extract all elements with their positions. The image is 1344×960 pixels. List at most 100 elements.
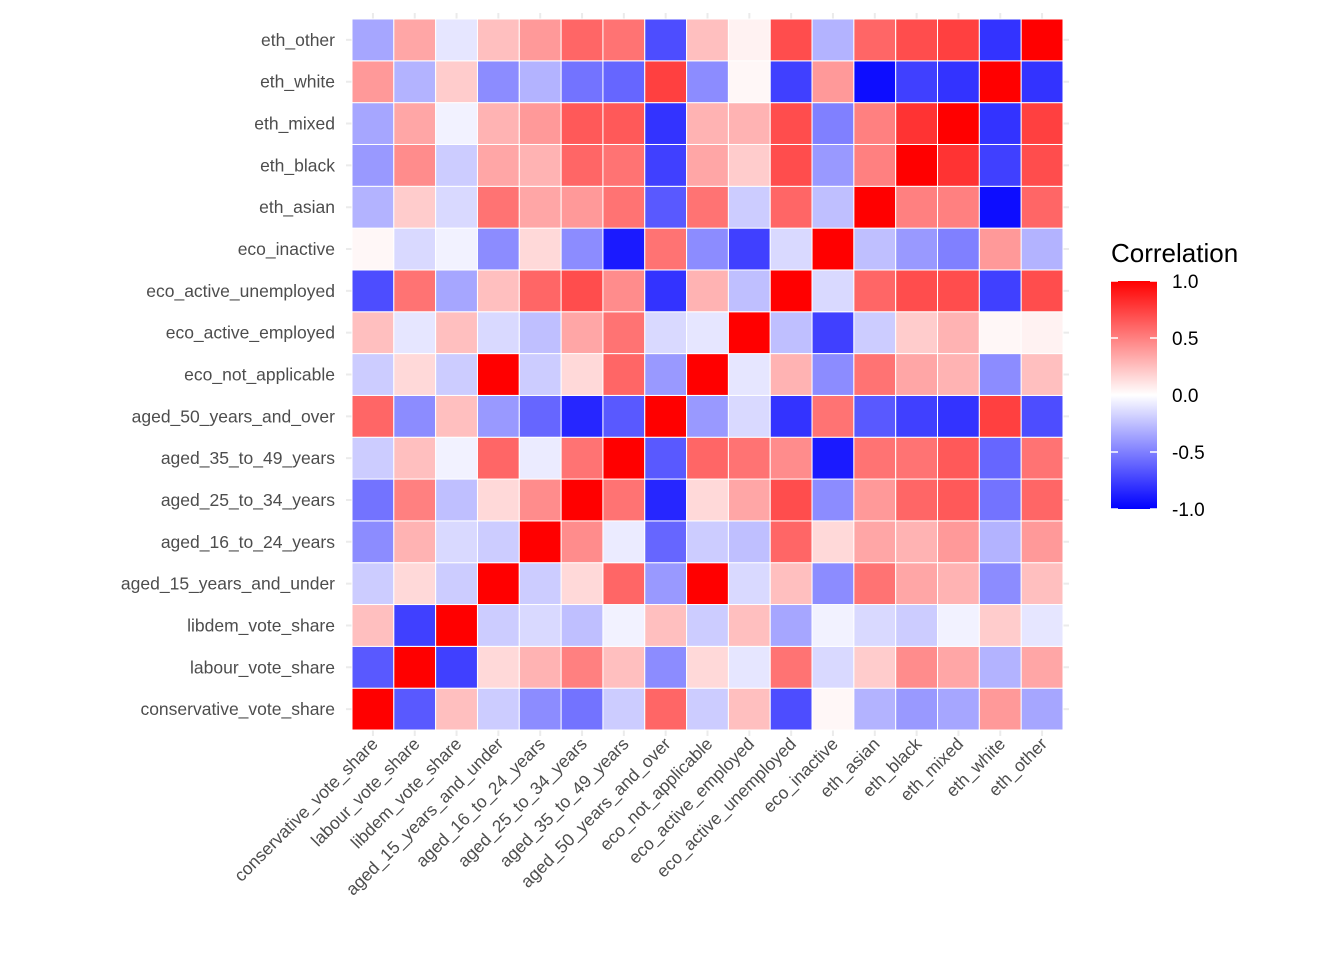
heatmap-cell-eco_active_employed-aged_25_to_34_years bbox=[560, 311, 604, 355]
heatmap-cell-aged_50_years_and_over-eco_not_applicable bbox=[686, 394, 729, 438]
legend-ticks: 1.0 0.5 0.0 -0.5 -1.0 bbox=[1111, 272, 1205, 521]
y-tick-label: labour_vote_share bbox=[190, 657, 335, 678]
legend-title: Correlation bbox=[1111, 238, 1238, 268]
heatmap-cell-eth_mixed-conservative_vote_share bbox=[351, 102, 395, 145]
heatmap-cell-eth_black-aged_15_years_and_under bbox=[476, 143, 520, 187]
heatmap-cell-eth_white-aged_50_years_and_over bbox=[644, 60, 688, 104]
y-tick-label: aged_15_years_and_under bbox=[121, 574, 335, 595]
heatmap-cell-conservative_vote_share-eco_active_employed bbox=[727, 687, 771, 731]
heatmap-cell-eth_white-eth_other bbox=[1020, 60, 1064, 104]
heatmap-cell-eth_black-eco_active_employed bbox=[727, 143, 771, 187]
heatmap-cell-labour_vote_share-labour_vote_share bbox=[393, 645, 437, 689]
heatmap-cell-eco_inactive-eth_other bbox=[1020, 227, 1064, 271]
heatmap-cell-aged_50_years_and_over-eth_white bbox=[978, 394, 1022, 438]
heatmap-cell-aged_16_to_24_years-conservative_vote_share bbox=[351, 520, 395, 564]
heatmap-cell-libdem_vote_share-aged_16_to_24_years bbox=[518, 604, 562, 647]
heatmap-cell-labour_vote_share-eco_active_unemployed bbox=[769, 645, 813, 689]
heatmap-cell-eco_inactive-libdem_vote_share bbox=[435, 227, 478, 271]
heatmap-cell-aged_25_to_34_years-eth_mixed bbox=[937, 478, 980, 522]
legend-tick-label: 1.0 bbox=[1172, 272, 1198, 293]
heatmap-cell-labour_vote_share-aged_35_to_49_years bbox=[602, 645, 646, 689]
heatmap-cell-eco_not_applicable-eco_active_employed bbox=[727, 353, 771, 396]
heatmap-cell-conservative_vote_share-eco_inactive bbox=[811, 687, 855, 731]
heatmap-cell-aged_25_to_34_years-aged_35_to_49_years bbox=[602, 478, 646, 522]
heatmap-cell-aged_50_years_and_over-libdem_vote_share bbox=[435, 394, 478, 438]
heatmap-cell-eco_active_unemployed-eco_inactive bbox=[811, 269, 855, 313]
heatmap-cell-eth_black-conservative_vote_share bbox=[351, 143, 395, 187]
heatmap-cell-eco_active_unemployed-eth_black bbox=[895, 269, 939, 313]
heatmap-cell-conservative_vote_share-eco_active_unemployed bbox=[769, 687, 813, 731]
heatmap-cell-libdem_vote_share-eco_active_unemployed bbox=[769, 604, 813, 647]
heatmap-cell-aged_16_to_24_years-eco_inactive bbox=[811, 520, 855, 564]
legend-tick-label: 0.5 bbox=[1172, 329, 1198, 350]
heatmap-cell-eth_black-aged_35_to_49_years bbox=[602, 143, 646, 187]
heatmap-cell-aged_16_to_24_years-eth_white bbox=[978, 520, 1022, 564]
heatmap-cell-conservative_vote_share-aged_25_to_34_years bbox=[560, 687, 604, 731]
heatmap-cell-conservative_vote_share-eth_white bbox=[978, 687, 1022, 731]
x-axis-labels: conservative_vote_sharelabour_vote_share… bbox=[230, 734, 1052, 900]
heatmap-cell-eco_not_applicable-aged_16_to_24_years bbox=[518, 353, 562, 396]
heatmap-cell-eco_inactive-eth_white bbox=[978, 227, 1022, 271]
heatmap-cell-aged_35_to_49_years-aged_50_years_and_over bbox=[644, 436, 688, 480]
heatmap-cell-libdem_vote_share-eco_not_applicable bbox=[686, 604, 729, 647]
heatmap-cell-eco_inactive-eth_black bbox=[895, 227, 939, 271]
heatmap-cell-eth_mixed-aged_35_to_49_years bbox=[602, 102, 646, 145]
heatmap-cell-labour_vote_share-aged_15_years_and_under bbox=[476, 645, 520, 689]
heatmap-cell-conservative_vote_share-eth_asian bbox=[853, 687, 897, 731]
heatmap-cell-aged_16_to_24_years-labour_vote_share bbox=[393, 520, 437, 564]
heatmap-cell-eco_not_applicable-eco_inactive bbox=[811, 353, 855, 396]
heatmap-cell-eth_other-libdem_vote_share bbox=[435, 18, 478, 62]
legend-tick-label: -1.0 bbox=[1172, 500, 1205, 521]
heatmap-cell-eth_other-aged_25_to_34_years bbox=[560, 18, 604, 62]
heatmap-cell-eth_asian-conservative_vote_share bbox=[351, 185, 395, 229]
heatmap-cell-eth_white-aged_25_to_34_years bbox=[560, 60, 604, 104]
heatmap-cell-aged_25_to_34_years-eco_active_unemployed bbox=[769, 478, 813, 522]
heatmap-cell-aged_16_to_24_years-eco_active_employed bbox=[727, 520, 771, 564]
y-tick-label: libdem_vote_share bbox=[187, 615, 335, 636]
heatmap-cell-labour_vote_share-eth_other bbox=[1020, 645, 1064, 689]
heatmap-cell-eth_other-conservative_vote_share bbox=[351, 18, 395, 62]
heatmap-cell-eth_black-eco_active_unemployed bbox=[769, 143, 813, 187]
heatmap-cell-eco_active_employed-conservative_vote_share bbox=[351, 311, 395, 355]
heatmap-cell-aged_15_years_and_under-eth_white bbox=[978, 562, 1022, 606]
heatmap-cell-eco_active_employed-eco_active_unemployed bbox=[769, 311, 813, 355]
heatmap-cell-eth_mixed-eco_active_unemployed bbox=[769, 102, 813, 145]
heatmap-cell-eco_not_applicable-aged_35_to_49_years bbox=[602, 353, 646, 396]
heatmap-cell-conservative_vote_share-aged_16_to_24_years bbox=[518, 687, 562, 731]
heatmap-cell-eco_active_employed-labour_vote_share bbox=[393, 311, 437, 355]
heatmap-cell-aged_35_to_49_years-conservative_vote_share bbox=[351, 436, 395, 480]
heatmap-cell-eth_other-eco_not_applicable bbox=[686, 18, 729, 62]
heatmap-cell-eth_other-eco_active_unemployed bbox=[769, 18, 813, 62]
heatmap-cell-eth_white-eco_active_employed bbox=[727, 60, 771, 104]
y-tick-label: eco_inactive bbox=[238, 239, 335, 260]
heatmap-cell-eth_asian-eth_white bbox=[978, 185, 1022, 229]
legend-tick-label: -0.5 bbox=[1172, 443, 1205, 464]
heatmap-cell-libdem_vote_share-libdem_vote_share bbox=[435, 604, 478, 647]
heatmap-cell-eco_active_unemployed-aged_15_years_and_under bbox=[476, 269, 520, 313]
heatmap-cell-labour_vote_share-eth_black bbox=[895, 645, 939, 689]
heatmap-cell-eth_asian-libdem_vote_share bbox=[435, 185, 478, 229]
heatmap-cell-eco_inactive-aged_35_to_49_years bbox=[602, 227, 646, 271]
heatmap-cell-eth_other-eco_inactive bbox=[811, 18, 855, 62]
heatmap-cell-aged_35_to_49_years-labour_vote_share bbox=[393, 436, 437, 480]
heatmap-cell-aged_50_years_and_over-eth_mixed bbox=[937, 394, 980, 438]
heatmap-cell-eth_asian-eco_not_applicable bbox=[686, 185, 729, 229]
heatmap-cell-eth_other-aged_15_years_and_under bbox=[476, 18, 520, 62]
heatmap-cell-eth_white-labour_vote_share bbox=[393, 60, 437, 104]
heatmap-cell-aged_15_years_and_under-eth_asian bbox=[853, 562, 897, 606]
heatmap-cell-aged_16_to_24_years-eth_black bbox=[895, 520, 939, 564]
heatmap-cell-eco_active_employed-eco_active_employed bbox=[727, 311, 771, 355]
heatmap-cell-aged_25_to_34_years-conservative_vote_share bbox=[351, 478, 395, 522]
heatmap-cell-aged_35_to_49_years-eth_asian bbox=[853, 436, 897, 480]
heatmap-cell-eth_asian-eco_active_unemployed bbox=[769, 185, 813, 229]
heatmap-cell-eth_mixed-aged_25_to_34_years bbox=[560, 102, 604, 145]
heatmap-cell-aged_15_years_and_under-eth_other bbox=[1020, 562, 1064, 606]
heatmap-cell-libdem_vote_share-conservative_vote_share bbox=[351, 604, 395, 647]
heatmap-cell-eth_black-eth_black bbox=[895, 143, 939, 187]
y-tick-label: eth_white bbox=[260, 72, 335, 93]
heatmap-cell-eco_active_unemployed-eth_asian bbox=[853, 269, 897, 313]
heatmap-cell-aged_15_years_and_under-aged_25_to_34_years bbox=[560, 562, 604, 606]
heatmap-cell-eth_asian-aged_35_to_49_years bbox=[602, 185, 646, 229]
heatmap-cell-eco_active_unemployed-eth_other bbox=[1020, 269, 1064, 313]
heatmap-cells bbox=[351, 18, 1064, 731]
